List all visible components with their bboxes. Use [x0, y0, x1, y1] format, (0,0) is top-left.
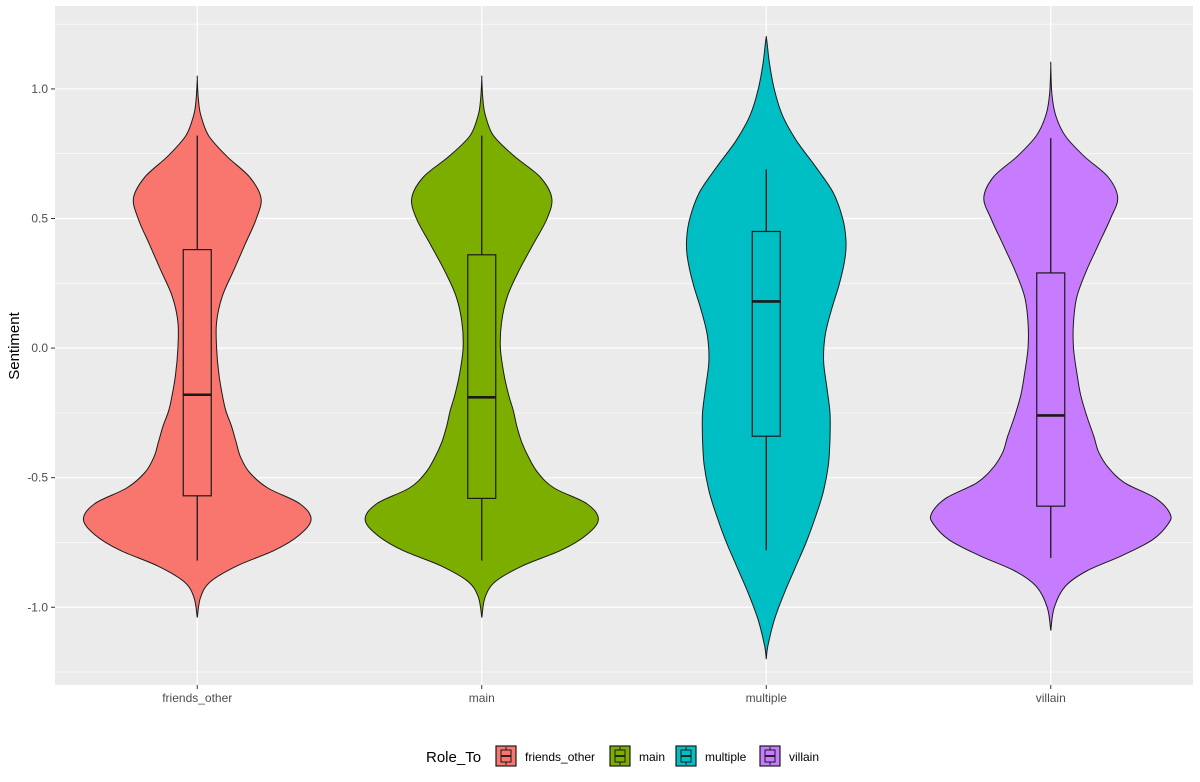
y-tick-label: 0.0 [31, 341, 48, 355]
x-tick-label: friends_other [162, 691, 232, 705]
legend-label-main: main [639, 750, 665, 764]
y-tick-label: 1.0 [31, 82, 48, 96]
box-multiple [751, 230, 781, 437]
y-axis-title: Sentiment [6, 311, 23, 379]
legend-label-multiple: multiple [705, 750, 747, 764]
x-axis: friends_other main multiple villain [162, 685, 1066, 705]
legend-item-main: main [609, 745, 665, 767]
box-main [467, 254, 497, 500]
legend-item-villain: villain [759, 745, 819, 767]
y-tick-label: -1.0 [27, 600, 48, 614]
plot-panel [55, 6, 1193, 685]
x-tick-label: main [469, 691, 495, 705]
y-tick-label: 0.5 [31, 212, 48, 226]
legend-item-friends_other: friends_other [495, 745, 595, 767]
legend-label-villain: villain [789, 750, 819, 764]
legend-item-multiple: multiple [675, 745, 747, 767]
x-tick-label: multiple [746, 691, 788, 705]
y-tick-label: -0.5 [27, 471, 48, 485]
legend-label-friends_other: friends_other [525, 750, 595, 764]
legend-title: Role_To [426, 749, 481, 766]
y-axis: -1.0 -0.5 0.0 0.5 1.0 [27, 82, 55, 614]
legend: Role_To friends_other main multiple villain [426, 745, 819, 767]
violins-layer [82, 35, 1172, 660]
box-villain [1036, 272, 1066, 507]
box-friends_other [182, 249, 212, 497]
x-tick-label: villain [1036, 691, 1066, 705]
